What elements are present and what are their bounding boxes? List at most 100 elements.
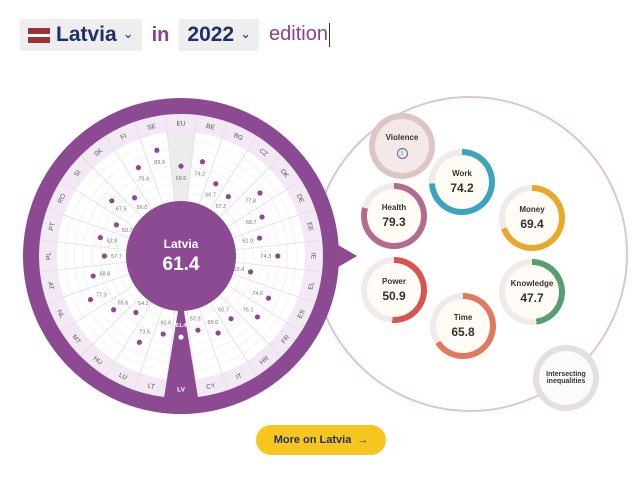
country-score-label: 62.8 [107, 238, 118, 244]
sector-divider [60, 284, 135, 332]
country-score-label: 74.3 [260, 254, 271, 260]
country-score-dot[interactable] [154, 147, 160, 153]
country-code-label[interactable]: LT [147, 382, 156, 390]
country-code-label[interactable]: BG [233, 132, 245, 142]
country-code-label[interactable]: SI [73, 169, 82, 178]
country-score-label: 68.6 [176, 176, 187, 182]
country-score-dot[interactable] [215, 330, 221, 336]
country-code-label[interactable]: SK [93, 147, 105, 158]
country-score-dot[interactable] [178, 334, 184, 340]
country-score-dot[interactable] [228, 316, 234, 322]
domain-knowledge-circle[interactable]: Knowledge 47.7 [499, 259, 565, 325]
country-score-dot[interactable] [90, 273, 96, 279]
country-code-label[interactable]: IT [235, 372, 243, 381]
country-score-label: 57.2 [216, 204, 227, 210]
country-code-label[interactable]: DK [279, 168, 291, 180]
country-code-label[interactable]: LU [118, 372, 129, 382]
selected-country-wedge [161, 308, 201, 414]
country-score-label: 65.0 [208, 320, 219, 326]
domain-health-circle[interactable]: Health 79.3 [361, 183, 427, 249]
country-code-label[interactable]: CZ [258, 147, 269, 158]
country-code-label[interactable]: FI [120, 133, 128, 142]
year-select[interactable]: 2022 ⌄ [179, 19, 260, 51]
domain-money-circle[interactable]: Money 69.4 [499, 185, 565, 251]
country-code-label[interactable]: BE [205, 123, 216, 132]
country-score-dot[interactable] [225, 194, 231, 200]
country-code-label[interactable]: PT [48, 222, 57, 232]
country-score-dot[interactable] [247, 269, 254, 275]
country-score-label: 60.6 [160, 320, 171, 326]
country-score-dot[interactable] [101, 253, 108, 259]
info-icon[interactable]: i [396, 148, 408, 159]
country-code-label[interactable]: NL [55, 309, 65, 320]
domain-violence-circle[interactable]: Violence i [369, 113, 435, 179]
sector-divider [232, 208, 316, 239]
country-score-dot[interactable] [160, 331, 166, 337]
country-score-dot[interactable] [213, 181, 219, 187]
country-code-label[interactable]: FR [280, 334, 291, 345]
country-score-dot[interactable] [275, 253, 281, 259]
country-score-dot[interactable] [265, 295, 272, 301]
country-code-label[interactable]: MT [71, 334, 82, 346]
domain-work-circle[interactable]: Work 74.2 [429, 149, 495, 215]
sector-divider [227, 284, 302, 332]
country-select[interactable]: Latvia ⌄ [20, 19, 142, 51]
country-score-label: 74.2 [194, 171, 205, 177]
country-code-label[interactable]: LV [177, 387, 185, 394]
country-score-label: 74.6 [252, 291, 263, 297]
domain-score: 79.3 [382, 215, 406, 229]
country-score-dot[interactable] [178, 163, 184, 169]
domain-name: Intersecting inequalities [546, 371, 586, 385]
more-on-country-button[interactable]: More on Latvia → [256, 425, 386, 455]
country-code-label[interactable]: SE [147, 123, 158, 132]
country-code-label[interactable]: AT [46, 281, 55, 290]
country-code-label[interactable]: IE [310, 253, 317, 260]
sector-divider [198, 121, 229, 205]
country-code-label[interactable]: EU [176, 121, 185, 128]
country-code-label[interactable]: PL [46, 252, 53, 260]
country-score-dot[interactable] [97, 234, 103, 241]
country-score-label: 67.5 [116, 206, 127, 212]
country-score-dot[interactable] [256, 235, 263, 241]
country-score-dot[interactable] [87, 296, 94, 303]
country-code-label[interactable]: HU [92, 355, 104, 367]
country-score-label: 77.8 [245, 198, 256, 204]
country-select-value: Latvia [56, 23, 117, 46]
country-score-label: 68.8 [100, 271, 111, 277]
more-button-label: More on Latvia [273, 434, 352, 446]
sector-divider [227, 180, 302, 228]
domain-intersecting-circle[interactable]: Intersecting inequalities [533, 345, 599, 411]
country-score-dot[interactable] [199, 159, 206, 165]
country-score-dot[interactable] [136, 339, 143, 345]
country-score-dot[interactable] [257, 190, 263, 196]
country-score-dot[interactable] [113, 222, 120, 228]
domain-score: 50.9 [382, 289, 406, 303]
sector-divider [198, 307, 229, 391]
country-score-dot[interactable] [254, 314, 261, 320]
country-code-label[interactable]: RO [57, 193, 68, 205]
country-score-dot[interactable] [195, 327, 201, 333]
domain-power-circle[interactable]: Power 50.9 [361, 257, 427, 323]
sector-divider [164, 114, 176, 202]
sector-divider [60, 180, 135, 228]
country-score-dot[interactable] [135, 164, 142, 171]
country-score-label: 61.4 [176, 323, 188, 329]
country-score-dot[interactable] [111, 307, 117, 313]
country-score-dot[interactable] [109, 198, 115, 204]
domain-time-circle[interactable]: Time 65.8 [430, 293, 496, 359]
domain-inner: Money 69.4 [505, 191, 559, 245]
country-score-dot[interactable] [259, 214, 265, 220]
country-score-dot[interactable] [131, 195, 138, 201]
country-score-label: 53.7 [122, 228, 133, 234]
country-code-label[interactable]: CY [206, 382, 217, 391]
country-score-label: 56.0 [137, 205, 148, 211]
domain-name: Knowledge [510, 279, 554, 288]
country-score-label: 75.1 [243, 307, 254, 313]
country-code-label[interactable]: ES [297, 308, 307, 319]
country-code-label[interactable]: HR [259, 355, 271, 367]
country-code-label[interactable]: EL [307, 281, 316, 291]
country-code-label[interactable]: DE [295, 193, 306, 205]
country-score-dot[interactable] [133, 309, 139, 316]
country-code-label[interactable]: EE [305, 222, 314, 233]
